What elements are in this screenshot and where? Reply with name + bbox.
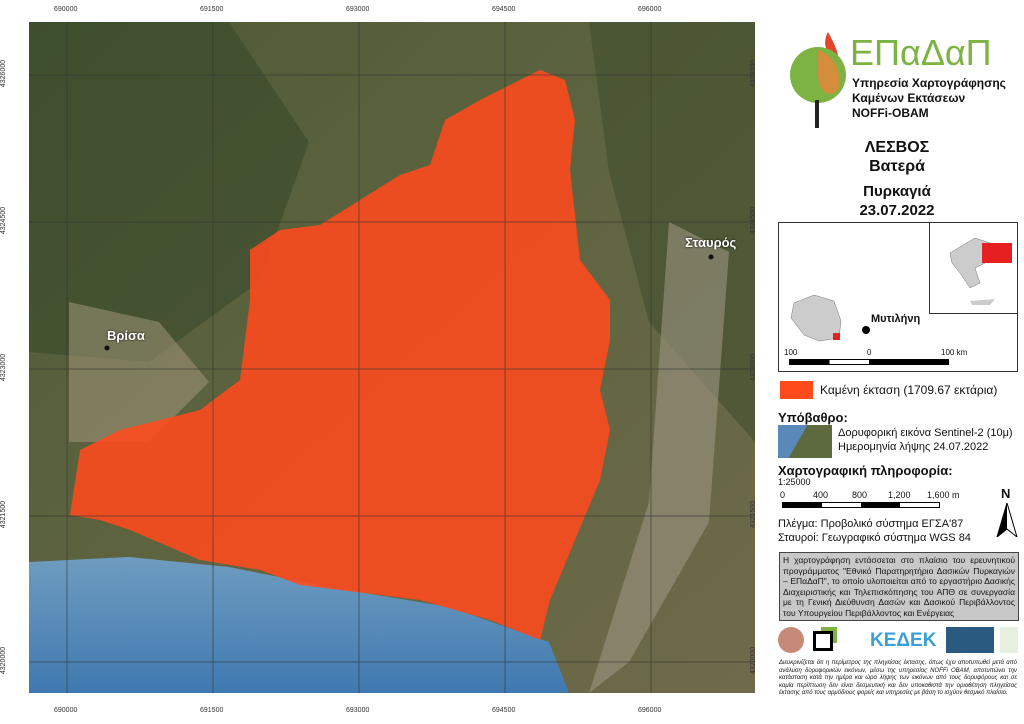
y-tick-right: 4320000 xyxy=(750,646,758,675)
region-title: ΛΕΣΒΟΣ xyxy=(864,139,930,156)
greece-overview xyxy=(929,223,1017,314)
place-label-vrisa: Βρίσα xyxy=(107,328,145,343)
brand-name: ΕΠαΔαΠ xyxy=(850,32,992,73)
y-tick-right: 4326000 xyxy=(750,59,758,88)
north-arrow-icon xyxy=(996,503,1018,537)
auth-seal-logo xyxy=(778,627,804,653)
scale-label: 800 xyxy=(852,490,868,500)
basemap-thumbnail xyxy=(778,425,832,458)
x-tick-top: 693000 xyxy=(346,6,370,13)
logo: ΕΠαΔαΠ Υπηρεσία Χαρτογράφησης Καμένων Εκ… xyxy=(788,30,1018,130)
scale-label: 1,600 m xyxy=(927,490,960,500)
x-tick-bottom: 691500 xyxy=(200,707,224,714)
disclaimer: Διευκρινίζεται ότι η περίμετρος της πληγ… xyxy=(779,660,1017,697)
kedek-logo: ΚΕΔΕΚ xyxy=(870,630,937,651)
basemap-source: Δορυφορική εικόνα Sentinel-2 (10μ) xyxy=(838,427,1013,439)
scale-label: 1,200 xyxy=(888,490,911,500)
place-label-stavros: Σταυρός xyxy=(685,235,737,250)
event-date: 23.07.2022 xyxy=(859,202,935,219)
x-tick-top: 694500 xyxy=(492,6,516,13)
basemap-date: Ημερομηνία λήψης 24.07.2022 xyxy=(838,441,989,453)
place-dot-vrisa xyxy=(104,345,110,351)
sea xyxy=(29,557,569,693)
tree-flame-logo-icon xyxy=(790,32,846,128)
scale-label: 0 xyxy=(780,490,786,500)
inset-scale-label: 100 xyxy=(784,348,798,357)
logo-line: Καμένων Εκτάσεων xyxy=(852,91,966,105)
x-tick-bottom: 693000 xyxy=(346,707,370,714)
y-tick-left: 4324500 xyxy=(0,206,8,235)
inset-scale-label: 0 xyxy=(867,348,872,357)
grid-projection: Πλέγμα: Προβολικό σύστημα ΕΓΣΑ'87 xyxy=(778,518,964,530)
legend-burned-label: Καμένη έκταση (1709.67 εκτάρια) xyxy=(820,383,998,397)
scale-label: 400 xyxy=(813,490,829,500)
project-note: Η χαρτογράφηση εντάσσεται στο πλαίσιο το… xyxy=(779,552,1019,621)
logo-line: Υπηρεσία Χαρτογράφησης xyxy=(852,76,1006,90)
fire-location-marker xyxy=(833,333,840,340)
scale-bar xyxy=(782,502,940,508)
basemap-heading: Υπόβαθρο: xyxy=(778,410,848,425)
carto-heading: Χαρτογραφική πληροφορία: xyxy=(778,463,953,478)
city-label: Μυτιλήνη xyxy=(871,313,921,325)
y-tick-left: 4320000 xyxy=(0,646,8,675)
title-block: ΛΕΣΒΟΣ Βατερά Πυρκαγιά 23.07.2022 xyxy=(770,138,1024,220)
partner-logos: ΚΕΔΕΚ xyxy=(778,627,1018,655)
inset-scale-bar xyxy=(789,359,949,365)
inset-map: Μυτιλήνη 100 0 100 km xyxy=(778,222,1018,372)
x-tick-top: 696000 xyxy=(638,6,662,13)
y-tick-right: 4321500 xyxy=(750,500,758,529)
logo-line: NOFFi-OBAM xyxy=(852,106,929,120)
inset-scale-label: 100 km xyxy=(941,348,968,357)
scale-ratio: 1:25000 xyxy=(778,477,811,487)
legend-swatch xyxy=(780,381,813,399)
x-tick-bottom: 690000 xyxy=(54,707,78,714)
place-dot-stavros xyxy=(708,254,714,260)
x-tick-top: 690000 xyxy=(54,6,78,13)
y-tick-left: 4321500 xyxy=(0,500,8,529)
x-tick-bottom: 694500 xyxy=(492,707,516,714)
y-tick-right: 4324500 xyxy=(750,206,758,235)
forest-logo xyxy=(1000,627,1018,653)
ministry-logo xyxy=(946,627,994,653)
x-tick-top: 691500 xyxy=(200,6,224,13)
event-title: Πυρκαγιά xyxy=(863,183,931,200)
x-tick-bottom: 696000 xyxy=(638,707,662,714)
burned-area xyxy=(70,70,610,640)
crosses-projection: Σταυροί: Γεωγραφικό σύστημα WGS 84 xyxy=(778,532,971,544)
y-tick-left: 4323000 xyxy=(0,353,8,382)
satellite-map xyxy=(29,22,755,693)
lab-logo xyxy=(813,631,833,651)
map-frame[interactable]: Βρίσα Σταυρός xyxy=(29,22,755,693)
y-tick-left: 4326000 xyxy=(0,59,8,88)
place-title: Βατερά xyxy=(869,158,925,175)
y-tick-right: 4323000 xyxy=(750,353,758,382)
north-label: N xyxy=(1001,486,1011,501)
